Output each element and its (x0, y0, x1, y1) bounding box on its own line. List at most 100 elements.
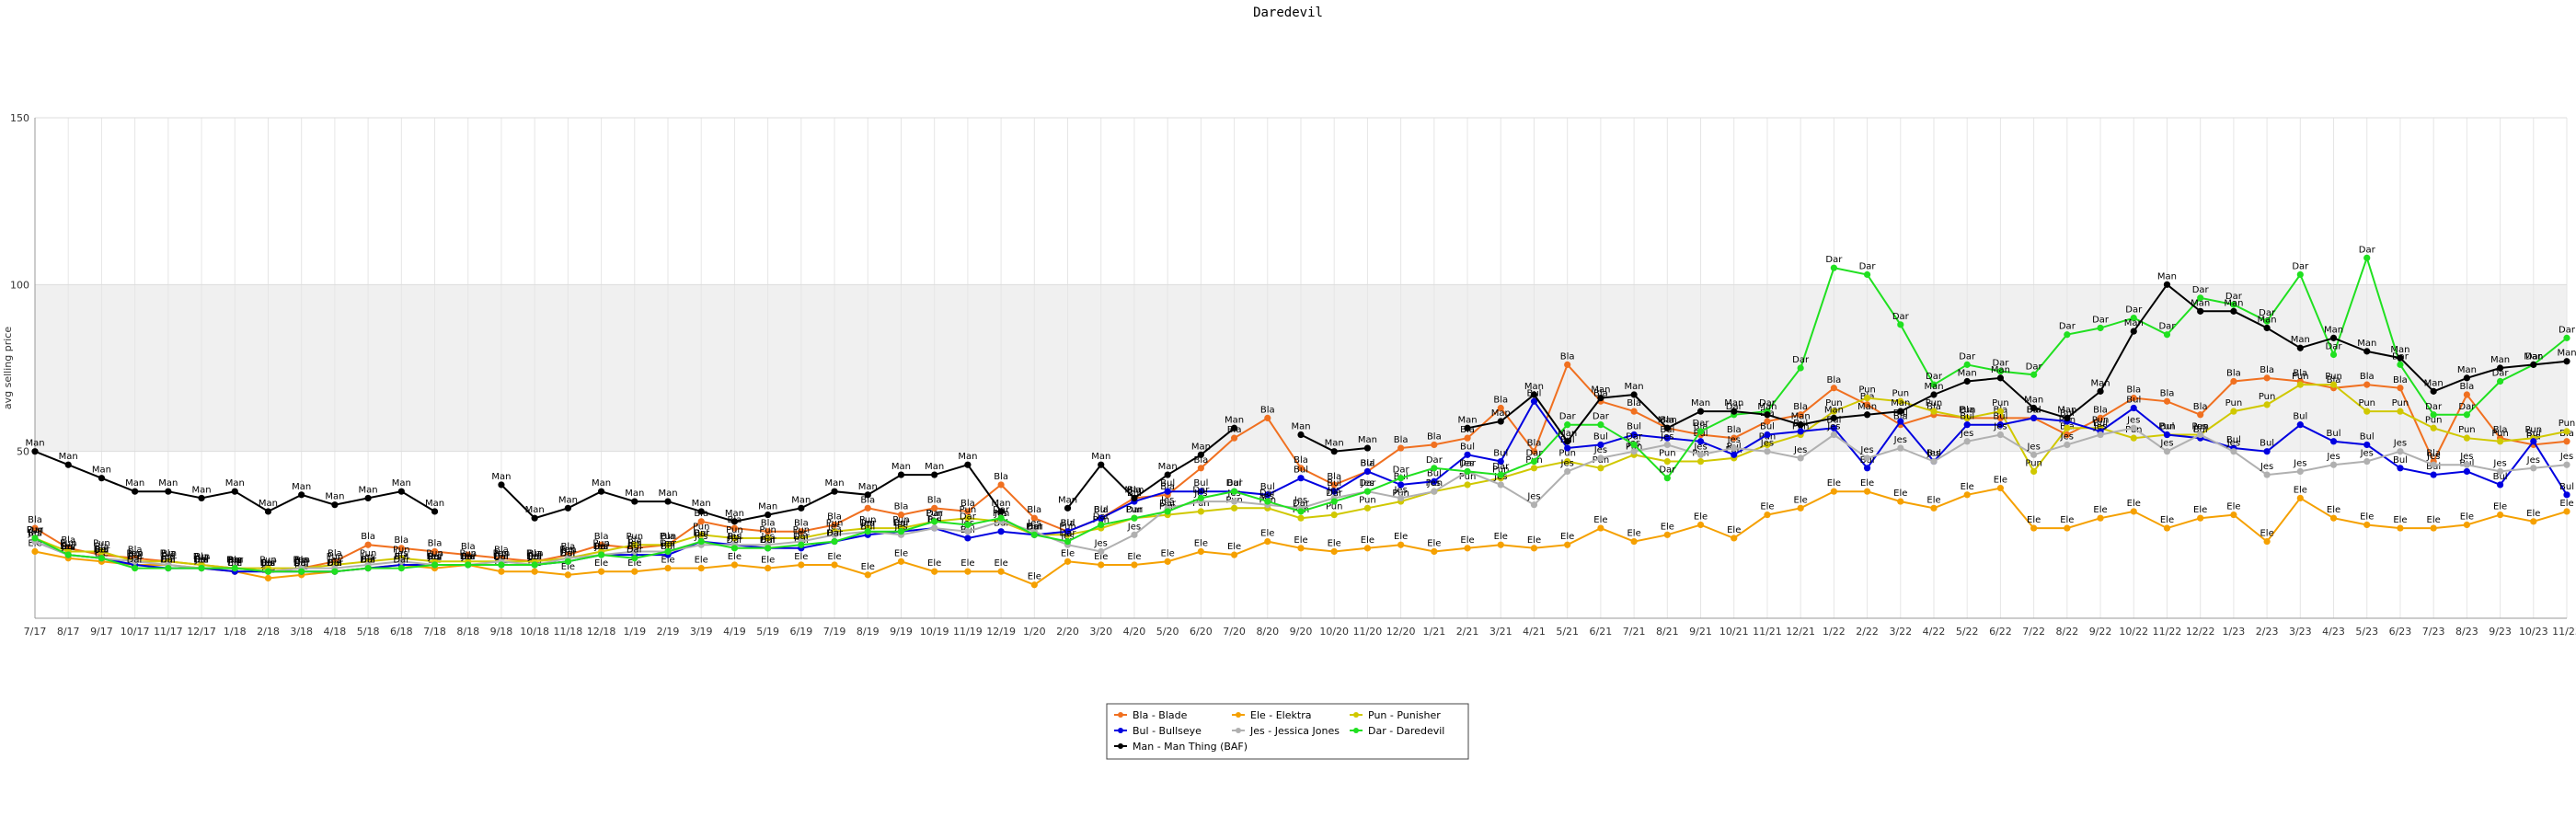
data-point (1431, 488, 1438, 495)
point-label: Man (1124, 485, 1144, 495)
point-label: Jes (1294, 495, 1307, 505)
point-label: Bul (627, 542, 642, 552)
data-point (798, 504, 805, 512)
point-label: Dar (1726, 402, 1743, 412)
point-label: Man (1358, 435, 1377, 445)
data-point (2163, 397, 2171, 405)
point-label: Dar (1792, 355, 1810, 365)
data-point (1597, 441, 1604, 449)
point-label: Jes (1094, 538, 1108, 548)
data-point (1330, 481, 1338, 489)
data-point (597, 551, 605, 558)
legend-marker (1236, 712, 1241, 718)
point-label: Ele (2393, 515, 2407, 525)
x-tick-label: 6/22 (1989, 626, 2012, 638)
point-label: Pun (726, 525, 743, 535)
data-point (1363, 467, 1372, 476)
point-label: Dar (27, 525, 44, 535)
data-point (597, 568, 605, 575)
point-label: Bul (94, 546, 109, 556)
point-label: Dar (493, 552, 511, 562)
point-label: Jes (2126, 415, 2140, 425)
data-point (1230, 424, 1238, 431)
point-label: Jes (194, 556, 208, 566)
data-point (1330, 511, 1338, 519)
data-point (564, 571, 571, 579)
point-label: Jes (161, 552, 175, 562)
x-tick-label: 6/23 (2389, 626, 2412, 638)
point-label: Man (891, 462, 911, 472)
point-label: Man (225, 478, 245, 489)
point-label: Dar (193, 556, 211, 566)
data-point (631, 555, 638, 562)
point-label: Bla (261, 558, 276, 569)
data-point (1330, 488, 1338, 495)
point-label: Pun (1558, 449, 1576, 459)
point-label: Jes (1327, 485, 1340, 495)
point-label: Bul (2327, 429, 2341, 439)
point-label: Jes (427, 552, 441, 562)
point-label: Ele (461, 552, 475, 562)
data-point (2463, 521, 2470, 529)
point-label: Man (1091, 452, 1110, 462)
point-label: Ele (1727, 525, 1741, 535)
point-label: Jes (294, 556, 308, 566)
point-label: Ele (2526, 509, 2540, 519)
point-label: Jes (2459, 452, 2473, 462)
data-point (1030, 581, 1038, 589)
data-point (2563, 358, 2570, 365)
point-label: Pun (627, 532, 644, 542)
x-tick-label: 4/23 (2322, 626, 2345, 638)
point-label: Dar (2026, 362, 2043, 372)
data-point (1963, 361, 1971, 368)
data-point (1064, 504, 1072, 512)
data-point (2263, 401, 2271, 408)
point-label: Bul (2060, 408, 2075, 419)
data-point (1497, 471, 1504, 478)
data-point (1297, 475, 1305, 482)
data-point (2363, 457, 2371, 466)
point-label: Jes (760, 532, 774, 542)
point-label: Bul (294, 558, 309, 569)
point-label: Ele (1028, 572, 1041, 582)
data-point (2463, 411, 2470, 419)
data-point (2163, 524, 2171, 532)
point-label: Bla (1061, 519, 1075, 529)
point-label: Jes (2093, 422, 2107, 432)
point-label: Pun (526, 548, 544, 558)
point-label: Bla (461, 542, 476, 552)
point-label: Bul (761, 535, 776, 546)
data-point (1197, 494, 1204, 502)
point-label: Bla (1094, 505, 1109, 515)
point-label: Man (791, 495, 811, 505)
point-label: Man (1791, 412, 1811, 422)
point-label: Man (2324, 325, 2343, 335)
data-point (31, 448, 39, 455)
point-label: Jes (2559, 452, 2573, 462)
data-point (730, 524, 739, 532)
point-label: Man (958, 452, 977, 462)
point-label: Man (1824, 405, 1844, 415)
x-tick-label: 10/20 (1319, 626, 1349, 638)
point-label: Man (1325, 439, 1344, 449)
point-label: Bul (1593, 431, 1608, 442)
data-point (1863, 465, 1871, 472)
point-label: Dar (2326, 341, 2343, 351)
point-label: Jes (2326, 452, 2340, 462)
data-point (730, 545, 739, 552)
point-label: Bul (2526, 429, 2541, 439)
data-point (931, 518, 938, 525)
data-point (1197, 547, 1204, 556)
point-label: Ele (1893, 489, 1907, 499)
data-point (1363, 545, 1372, 552)
data-point (564, 558, 571, 565)
data-point (1164, 558, 1171, 565)
point-label: Ele (960, 558, 974, 569)
data-point (2430, 471, 2437, 478)
data-point (498, 561, 505, 569)
x-tick-label: 8/21 (1656, 626, 1679, 638)
point-label: Jes (1826, 422, 1840, 432)
data-point (864, 571, 871, 579)
data-point (931, 568, 938, 575)
data-point (664, 498, 672, 505)
